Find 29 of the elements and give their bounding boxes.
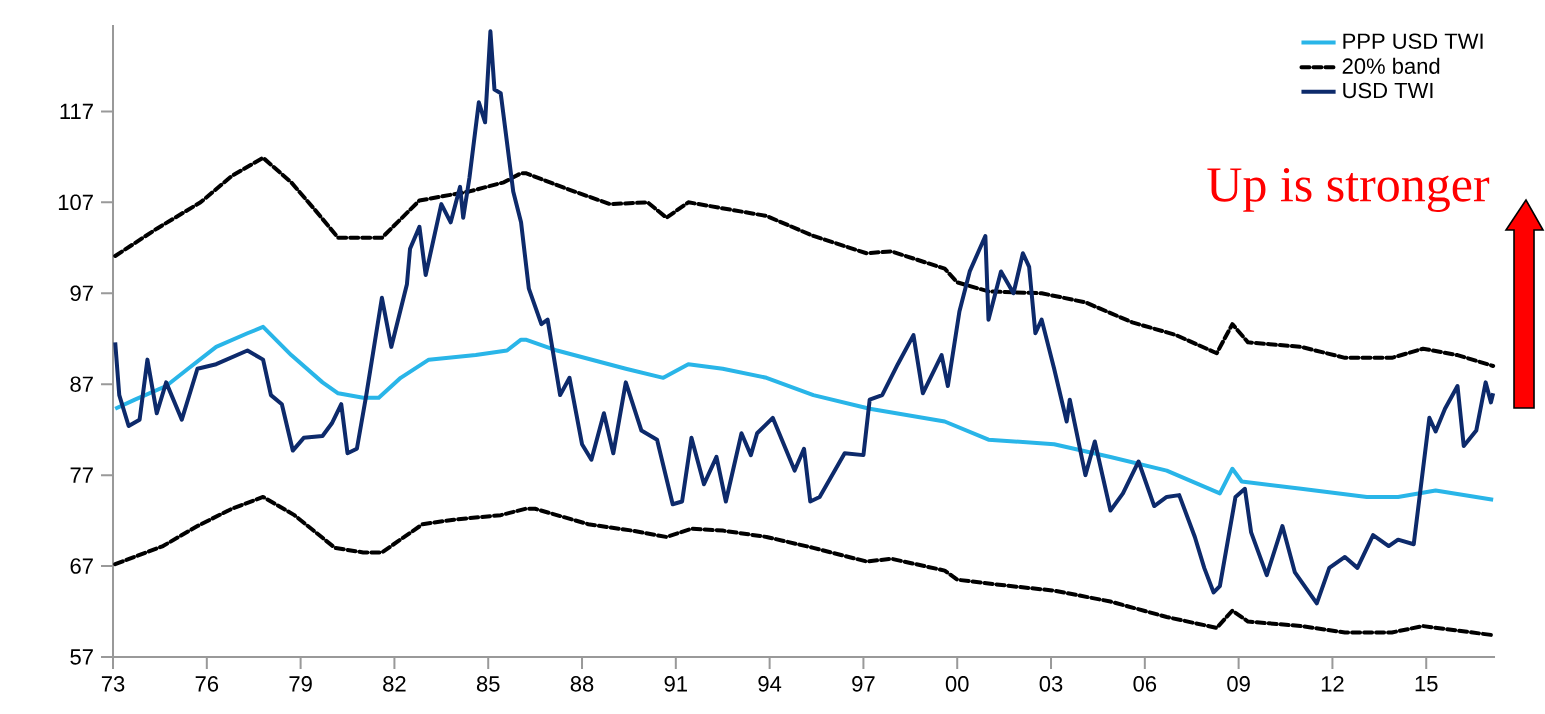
x-tick-label: 79 [289, 676, 312, 692]
y-tick-label: 107 [58, 194, 93, 211]
y-tick-label: 117 [60, 103, 93, 119]
x-tick-label: 12 [1321, 676, 1344, 692]
y-tick-label: 67 [70, 558, 93, 574]
line-series [113, 494, 1496, 638]
y-tick-label: 87 [70, 376, 93, 392]
x-tick-label: 09 [1227, 676, 1250, 692]
legend-label: 20% band [1342, 57, 1440, 74]
x-tick-label: 94 [758, 676, 782, 692]
x-tick-label: 76 [195, 676, 219, 692]
x-tick-label: 00 [945, 676, 969, 692]
x-tick-label: 82 [383, 676, 406, 692]
x-tick-label: 85 [476, 676, 500, 692]
y-tick-label: 77 [70, 467, 93, 483]
x-tick-label: 06 [1133, 676, 1157, 692]
x-tick-label: 03 [1039, 676, 1063, 692]
y-tick-label: 97 [70, 285, 93, 302]
legend-label: USD TWI [1343, 82, 1433, 99]
x-tick-label: 91 [664, 676, 687, 692]
legend-label: PPP USD TWI [1343, 33, 1483, 49]
x-tick-label: 97 [852, 676, 875, 692]
line-series [113, 324, 1496, 502]
x-tick-label: 73 [101, 676, 125, 692]
annotation: Up is stronger [1207, 168, 1490, 212]
x-tick-label: 15 [1415, 676, 1438, 692]
x-tick-label: 88 [570, 676, 594, 692]
y-tick-label: 57 [70, 649, 93, 665]
line-series [113, 29, 1496, 606]
